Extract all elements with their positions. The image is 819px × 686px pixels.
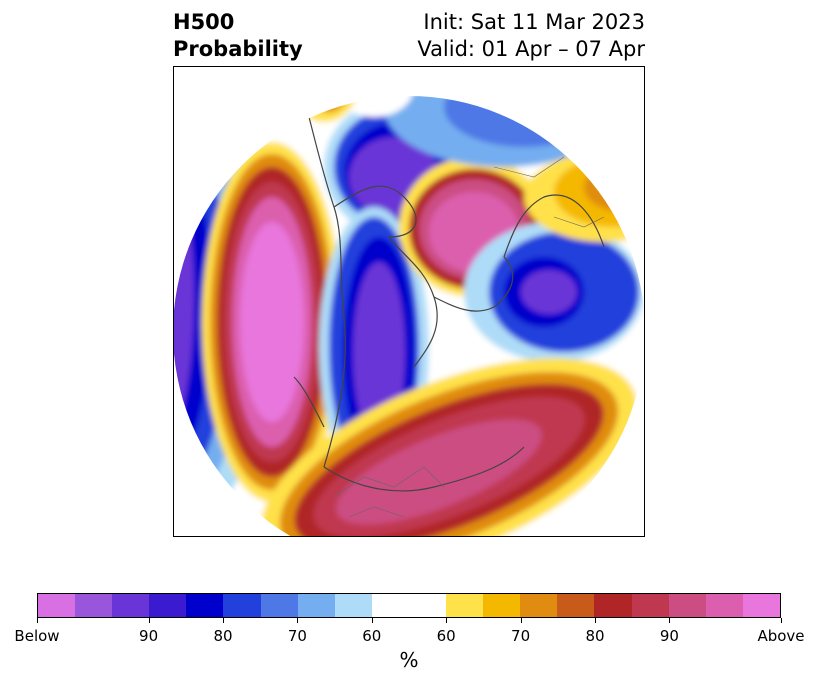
title-left: H500 Probability	[173, 9, 303, 63]
probability-map	[173, 66, 645, 537]
colorbar-segment	[483, 594, 521, 617]
colorbar-tick-label: 90	[139, 627, 159, 645]
borders	[333, 156, 605, 518]
colorbar-segment	[631, 594, 669, 617]
colorbar-tick-label: 70	[287, 627, 307, 645]
colorbar-unit: %	[399, 648, 419, 672]
title-variable: H500	[173, 10, 235, 34]
map-svg	[174, 96, 644, 536]
colorbar-tick-label: 80	[213, 627, 233, 645]
colorbar-segment	[186, 594, 224, 617]
colorbar-segment	[742, 594, 780, 617]
colorbar-segment	[371, 594, 447, 617]
positive-anomaly-northeast-pacific	[202, 142, 342, 502]
colorbar-tick-label: 60	[362, 627, 382, 645]
positive-anomaly-eastern-us-atlantic	[260, 358, 638, 536]
title-right: Init: Sat 11 Mar 2023 Valid: 01 Apr – 07…	[417, 9, 645, 63]
colorbar-tick	[37, 618, 38, 623]
colorbar-tick	[223, 618, 224, 623]
colorbar-segment	[520, 594, 558, 617]
colorbar-segment	[334, 594, 372, 617]
colorbar-segment	[705, 594, 743, 617]
colorbar-segment	[223, 594, 261, 617]
colorbar-segment	[594, 594, 632, 617]
valid-range: Valid: 01 Apr – 07 Apr	[417, 37, 645, 61]
colorbar-tick-label: 90	[659, 627, 679, 645]
init-date: Init: Sat 11 Mar 2023	[423, 10, 645, 34]
colorbar-tick	[781, 618, 782, 623]
anomaly-fields	[174, 96, 644, 536]
colorbar-tick	[669, 618, 671, 623]
colorbar-tick-label: 70	[511, 627, 531, 645]
colorbar-tick	[520, 618, 522, 623]
colorbar-tick-label: 60	[436, 627, 456, 645]
title-product: Probability	[173, 37, 303, 61]
colorbar-tick-label: Below	[14, 627, 60, 645]
colorbar-tick	[446, 618, 448, 623]
colorbar-tick-label: Above	[757, 627, 805, 645]
colorbar-segment	[668, 594, 706, 617]
colorbar	[37, 593, 781, 618]
colorbar-segment	[38, 594, 76, 617]
colorbar-tick	[595, 618, 596, 623]
colorbar-tick	[297, 618, 299, 623]
colorbar-segment	[297, 594, 335, 617]
colorbar-segment	[446, 594, 484, 617]
colorbar-segment	[149, 594, 187, 617]
colorbar-tick	[371, 618, 373, 623]
colorbar-tick	[148, 618, 150, 623]
colorbar-segment	[112, 594, 150, 617]
colorbar-tick-label: 80	[585, 627, 605, 645]
colorbar-segment	[75, 594, 113, 617]
colorbar-segment	[557, 594, 595, 617]
colorbar-segment	[260, 594, 298, 617]
